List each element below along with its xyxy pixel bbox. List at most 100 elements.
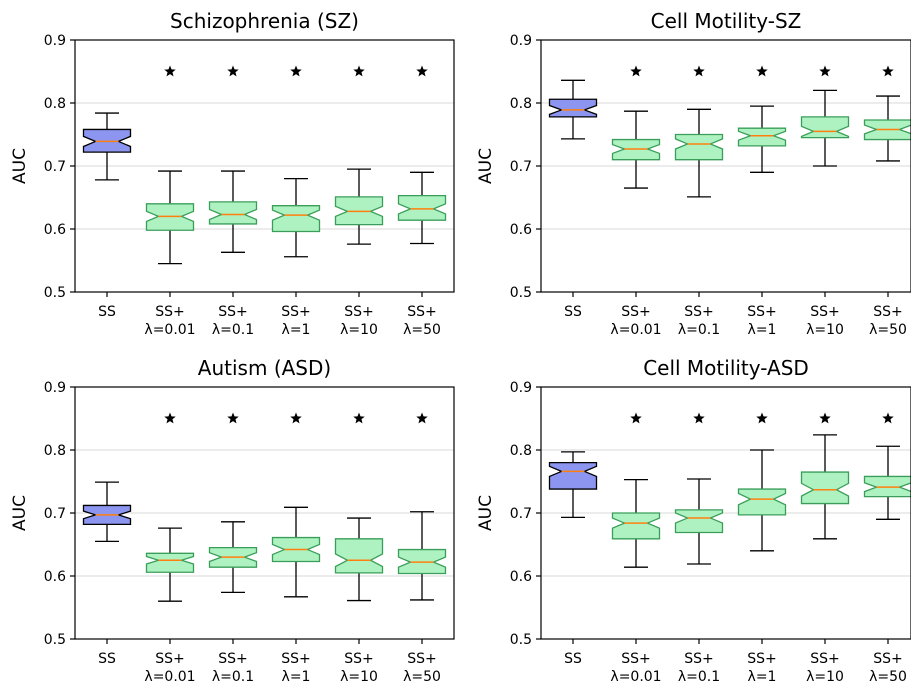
x-tick-label: SS — [98, 651, 116, 667]
x-tick-label-lambda: λ=0.01 — [144, 322, 195, 338]
box-1 — [82, 481, 132, 542]
x-tick-label-lambda: λ=0.01 — [610, 669, 661, 684]
box-3 — [208, 412, 258, 594]
x-tick-label-lambda: λ=0.1 — [678, 322, 720, 338]
x-tick-label-lambda: λ=1 — [282, 322, 311, 338]
x-tick-label: SS+ — [344, 304, 374, 320]
significance-star — [353, 412, 365, 424]
box-body — [611, 512, 661, 540]
significance-star — [353, 65, 365, 77]
panel-1: 0.5 0.6 0.7 0.8 0.9 SS SS+ λ=0.01 SS+ λ=0.1 SS+ λ=1… — [10, 9, 455, 338]
x-tick-label-lambda: λ=50 — [869, 669, 907, 684]
y-axis-label: AUC — [10, 495, 30, 531]
x-tick-label: SS+ — [810, 651, 840, 667]
x-tick-label-lambda: λ=0.01 — [144, 669, 195, 684]
x-tick-label: SS+ — [621, 304, 651, 320]
y-tick-label: 0.8 — [510, 443, 532, 459]
y-tick-label: 0.7 — [44, 159, 66, 175]
significance-star — [819, 65, 831, 77]
box-body — [800, 471, 850, 505]
significance-star — [630, 65, 642, 77]
significance-star — [227, 412, 239, 424]
x-tick-label: SS+ — [281, 304, 311, 320]
significance-star — [630, 412, 642, 424]
y-tick-label: 0.7 — [510, 159, 532, 175]
y-tick-label: 0.9 — [44, 380, 66, 396]
x-tick-label: SS — [564, 651, 582, 667]
y-axis-label: AUC — [10, 148, 30, 184]
x-tick-label: SS+ — [684, 304, 714, 320]
box-body — [674, 509, 724, 534]
box-body — [800, 116, 850, 139]
box-3 — [208, 65, 258, 253]
y-tick-label: 0.9 — [510, 33, 532, 49]
box-2 — [145, 65, 195, 265]
box-4 — [737, 65, 787, 173]
box-body — [548, 461, 598, 490]
x-tick-label-lambda: λ=1 — [748, 322, 777, 338]
y-axis-label: AUC — [476, 495, 496, 531]
chart-title: Cell Motility-ASD — [643, 356, 809, 380]
x-tick-label: SS+ — [407, 651, 437, 667]
box-body — [334, 538, 384, 574]
y-tick-label: 0.8 — [510, 96, 532, 112]
significance-star — [819, 412, 831, 424]
x-tick-label: SS+ — [621, 651, 651, 667]
box-5 — [334, 412, 384, 602]
box-2 — [145, 412, 195, 602]
significance-star — [756, 65, 768, 77]
x-tick-label: SS+ — [218, 304, 248, 320]
y-tick-label: 0.9 — [44, 33, 66, 49]
y-tick-label: 0.5 — [510, 285, 532, 301]
chart-title: Schizophrenia (SZ) — [170, 9, 359, 33]
x-tick-label-lambda: λ=10 — [806, 322, 844, 338]
significance-star — [756, 412, 768, 424]
significance-star — [290, 65, 302, 77]
box-body — [397, 194, 447, 221]
y-tick-label: 0.5 — [44, 632, 66, 648]
x-tick-label-lambda: λ=10 — [340, 322, 378, 338]
box-3 — [674, 412, 724, 565]
box-2 — [611, 412, 661, 568]
box-5 — [800, 412, 850, 540]
x-tick-label: SS+ — [344, 651, 374, 667]
x-tick-label: SS — [98, 304, 116, 320]
box-5 — [334, 65, 384, 245]
x-tick-label: SS — [564, 304, 582, 320]
significance-star — [164, 65, 176, 77]
x-tick-label: SS+ — [873, 304, 903, 320]
x-tick-label: SS+ — [810, 304, 840, 320]
box-6 — [863, 412, 911, 520]
x-tick-label: SS+ — [155, 304, 185, 320]
box-body — [271, 205, 321, 233]
significance-star — [882, 412, 894, 424]
box-4 — [271, 65, 321, 258]
x-tick-label-lambda: λ=50 — [869, 322, 907, 338]
y-tick-label: 0.6 — [44, 222, 66, 238]
box-1 — [548, 79, 598, 140]
box-body — [737, 127, 787, 147]
panel-3: 0.5 0.6 0.7 0.8 0.9 SS SS+ λ=0.01 SS+ λ=0.1 SS+ λ=1… — [10, 356, 455, 684]
x-tick-label: SS+ — [407, 304, 437, 320]
y-tick-label: 0.7 — [510, 506, 532, 522]
box-4 — [737, 412, 787, 552]
x-tick-label: SS+ — [155, 651, 185, 667]
x-tick-label: SS+ — [218, 651, 248, 667]
significance-star — [693, 65, 705, 77]
box-6 — [863, 65, 911, 162]
box-3 — [674, 65, 724, 198]
box-body — [737, 488, 787, 516]
x-tick-label-lambda: λ=50 — [403, 322, 441, 338]
box-body — [145, 552, 195, 573]
box-1 — [548, 451, 598, 519]
significance-star — [882, 65, 894, 77]
y-axis-label: AUC — [476, 148, 496, 184]
box-2 — [611, 65, 661, 189]
x-tick-label: SS+ — [747, 304, 777, 320]
y-tick-label: 0.6 — [510, 569, 532, 585]
significance-star — [416, 412, 428, 424]
x-tick-label: SS+ — [281, 651, 311, 667]
box-4 — [271, 412, 321, 598]
panel-4: 0.5 0.6 0.7 0.8 0.9 SS SS+ λ=0.01 SS+ λ=0.1 SS+ λ=1… — [476, 356, 911, 684]
x-tick-label-lambda: λ=0.1 — [212, 669, 254, 684]
